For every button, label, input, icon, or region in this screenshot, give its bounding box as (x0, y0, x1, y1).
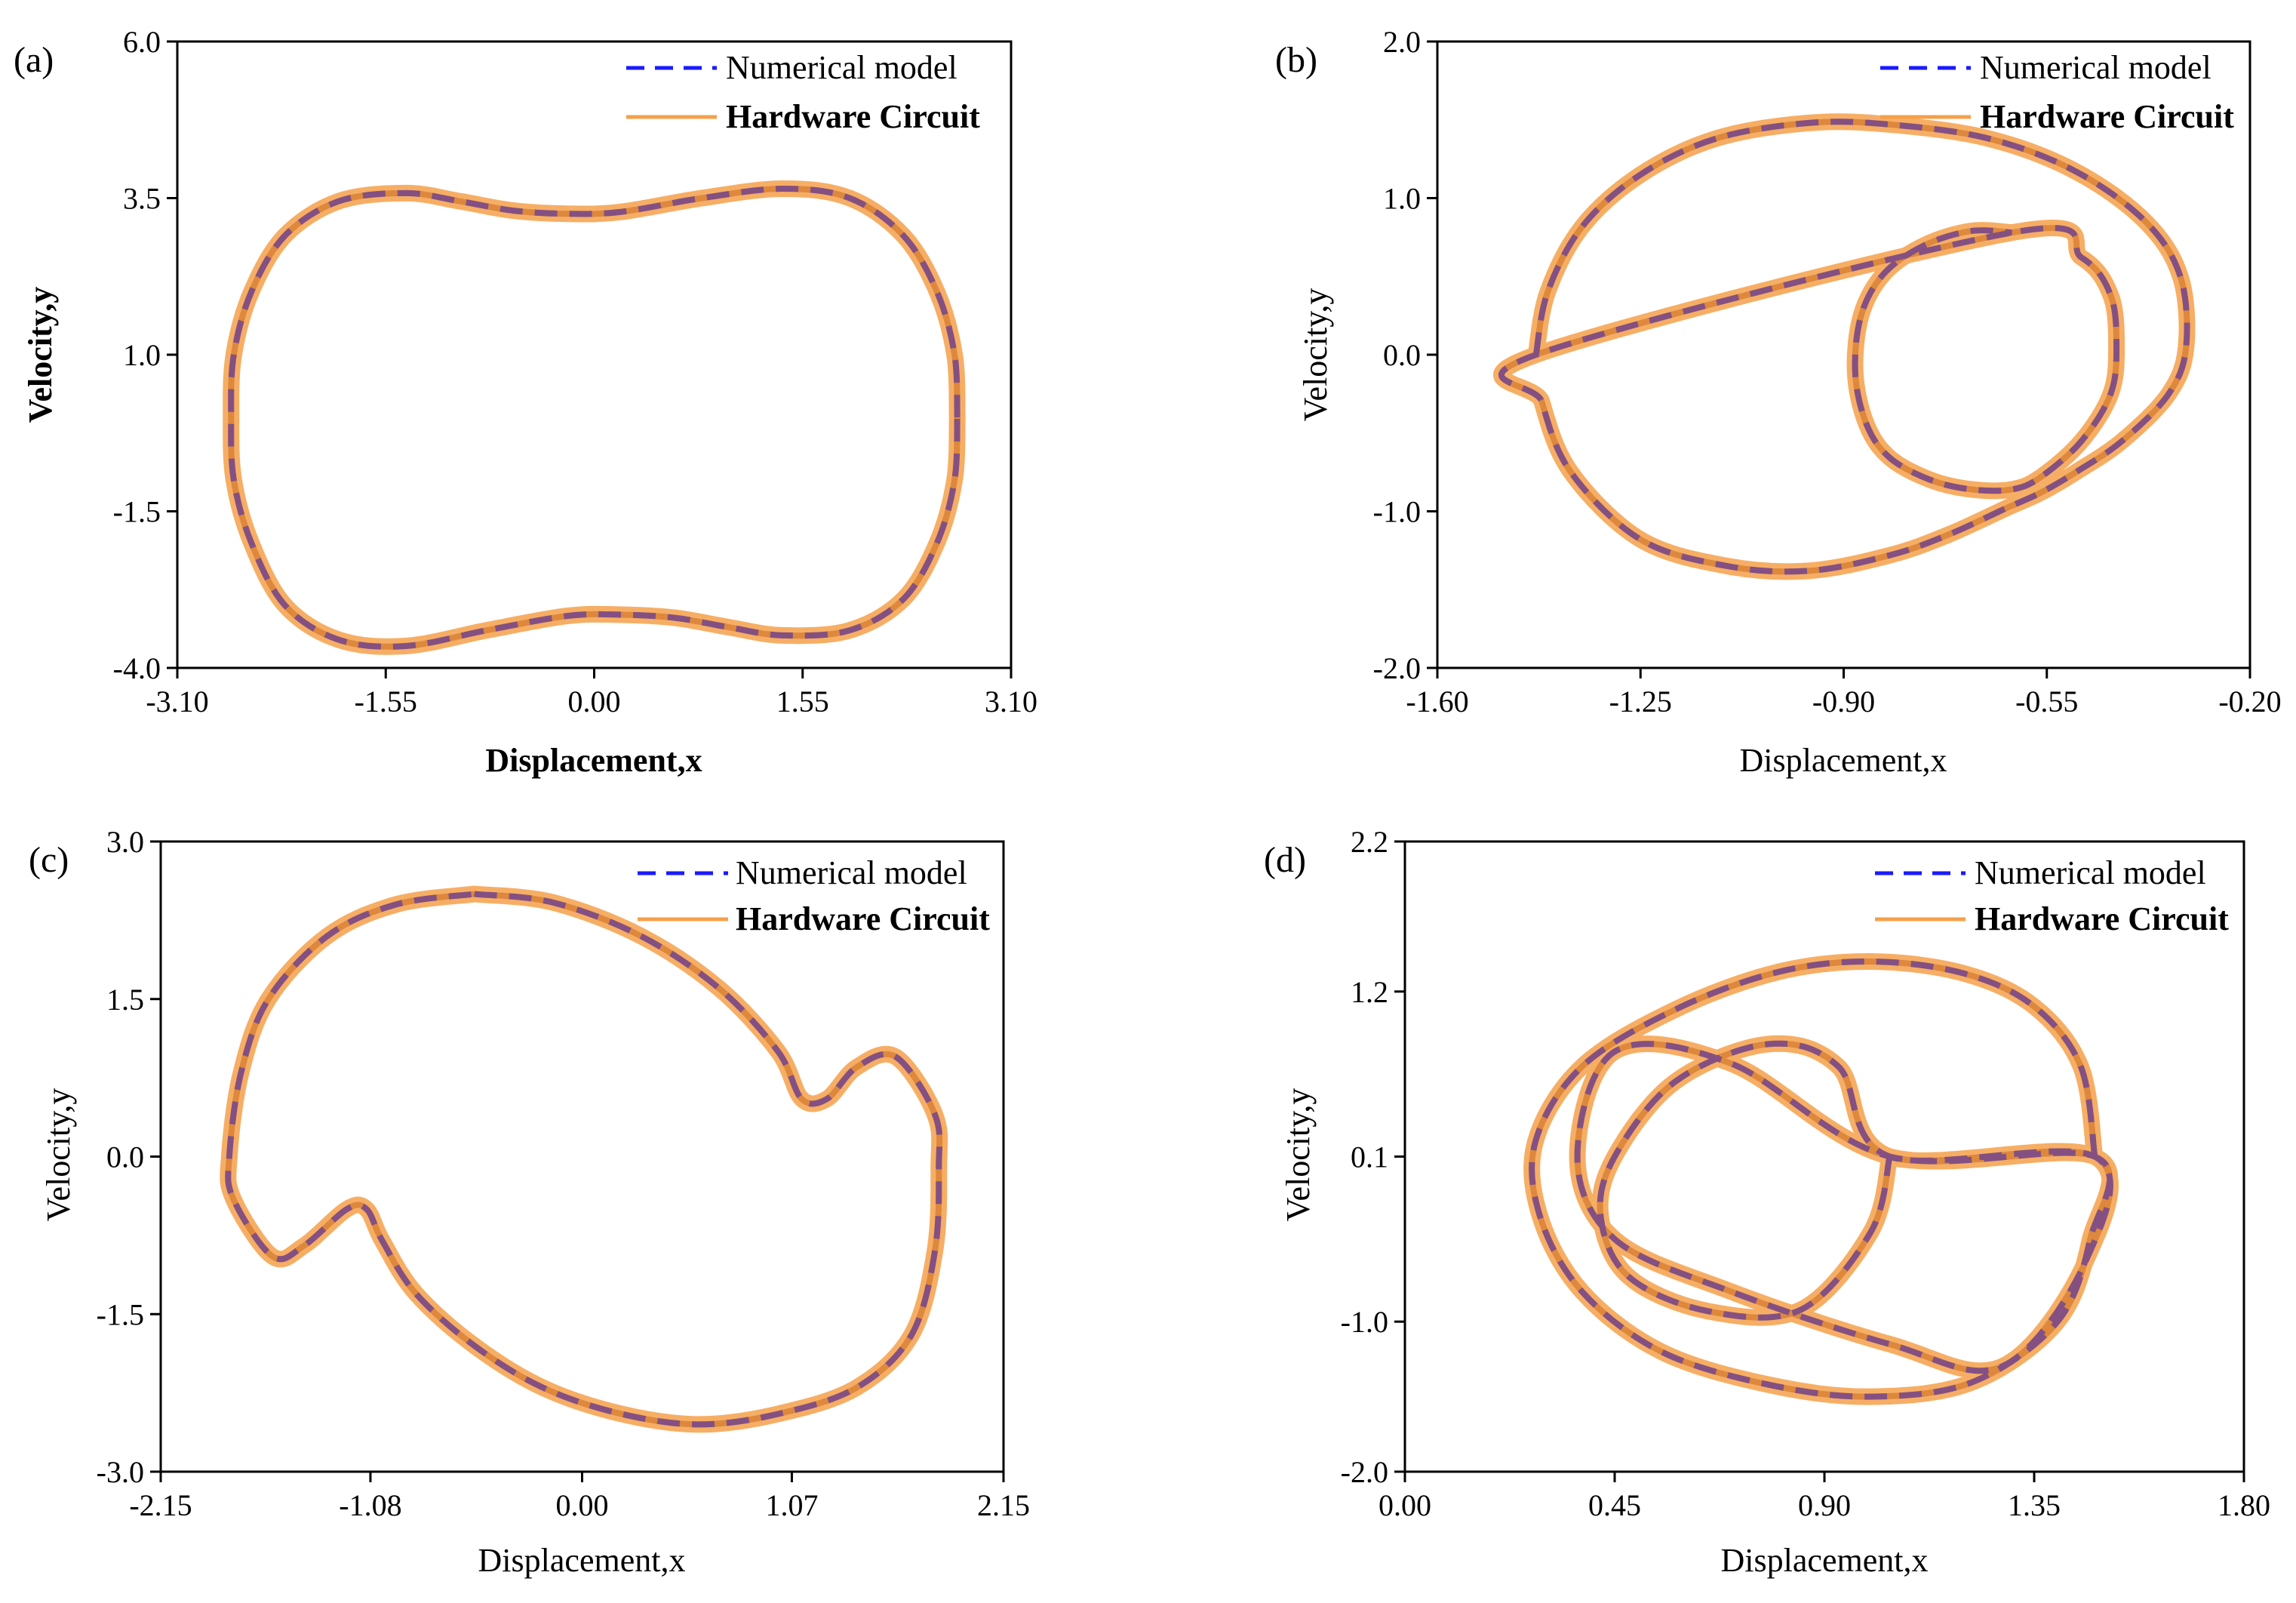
y-tick-label: -2.0 (1341, 1455, 1388, 1489)
series-numerical-model (228, 186, 961, 650)
series-numerical-model (1529, 958, 2113, 1400)
series-hardware-circuit (1492, 113, 2196, 580)
legend-numerical-label: Numerical model (1975, 854, 2206, 891)
legend: Numerical model Hardware Circuit (1875, 854, 2229, 937)
y-tick-label: 0.1 (1351, 1140, 1388, 1174)
x-tick-label: 0.45 (1588, 1488, 1641, 1522)
x-tick-label: 1.35 (2008, 1488, 2061, 1522)
curves (223, 180, 966, 655)
x-tick-label: 2.15 (977, 1488, 1030, 1522)
x-tick-label: 1.55 (776, 685, 829, 718)
x-tick-label: -0.20 (2218, 685, 2281, 718)
y-tick-label: -2.0 (1373, 651, 1421, 685)
y-axis-label: Velocity,y (1280, 1088, 1317, 1222)
ticks: -3.10 -1.55 0.00 1.55 3.10 -4.0 -1.5 1.0 3.5 6.0 (113, 25, 1037, 718)
x-tick-label: -0.55 (2015, 685, 2078, 718)
y-tick-label: -1.5 (113, 495, 161, 529)
curves (1492, 113, 2196, 580)
x-tick-label: 3.10 (985, 685, 1037, 718)
panel-c: -2.15 -1.08 0.00 1.07 2.15-3.0-1.50.01.53.0 … (29, 825, 1030, 1579)
y-tick-label: -1.0 (1373, 495, 1421, 529)
y-axis-label: Velocity,y (40, 1088, 77, 1222)
series-hardware-circuit (1523, 953, 2119, 1405)
x-tick-label: -1.25 (1609, 685, 1672, 718)
plot-frame (176, 40, 1013, 669)
x-tick-label: 0.90 (1798, 1488, 1851, 1522)
series-hardware-core (228, 186, 961, 650)
y-tick-label: 0.0 (1383, 338, 1421, 372)
legend-hardware-label: Hardware Circuit (736, 900, 990, 937)
series-numerical-model (225, 891, 943, 1428)
legend: Numerical model Hardware Circuit (1880, 49, 2234, 135)
legend-hardware-label: Hardware Circuit (726, 98, 980, 135)
legend-numerical-label: Numerical model (1980, 49, 2211, 86)
ticks: -2.15 -1.08 0.00 1.07 2.15 -3.0 -1.5 0.0 1.5 3.0 (97, 825, 1030, 1522)
y-tick-label: 1.0 (123, 338, 161, 372)
series-hardware-circuit (220, 885, 948, 1433)
x-tick-label: -1.60 (1406, 685, 1468, 718)
panel-d: 0.00 0.45 0.90 1.35 1.80 -2.0 -1.0 0.1 1.2 2.2 (d… (1264, 825, 2270, 1579)
y-tick-label: -4.0 (113, 651, 161, 685)
x-tick-label: -0.90 (1812, 685, 1875, 718)
x-axis-label: Displacement,x (485, 742, 702, 779)
x-tick-label: -1.55 (355, 685, 417, 718)
legend: Numerical model Hardware Circuit (626, 49, 980, 135)
x-tick-label: 0.00 (556, 1488, 609, 1522)
curves (220, 885, 948, 1433)
y-tick-label: -1.5 (97, 1297, 144, 1331)
y-tick-label: 3.0 (106, 825, 144, 859)
y-axis-label: Velocity,y (1297, 288, 1334, 422)
panel-label: (d) (1264, 840, 1306, 880)
x-axis-label: Displacement,x (1721, 1542, 1929, 1579)
legend-hardware-label: Hardware Circuit (1980, 98, 2234, 135)
y-axis-label: Velocity,y (22, 287, 59, 423)
x-tick-label: 0.00 (1379, 1488, 1431, 1522)
panel-a: -3.10 -1.55 0.00 1.55 3.10-4.0-1.51.03.56.0 … (14, 25, 1037, 779)
y-tick-label: 6.0 (123, 25, 161, 59)
y-tick-label: 0.0 (106, 1140, 144, 1174)
ticks: -1.60 -1.25 -0.90 -0.55 -0.20 -2.0 -1.0 0.0 1.0 2… (1373, 25, 2282, 718)
panel-label: (c) (29, 840, 69, 880)
series-hardware-core (1498, 118, 2190, 575)
y-tick-label: -1.0 (1341, 1305, 1388, 1339)
x-tick-label: -1.08 (339, 1488, 401, 1522)
y-tick-label: 1.5 (106, 983, 144, 1017)
curves (1523, 953, 2119, 1405)
panel-label: (a) (14, 40, 54, 80)
x-tick-label: 1.07 (765, 1488, 818, 1522)
y-tick-label: 2.2 (1351, 825, 1388, 859)
y-tick-label: 3.5 (123, 182, 161, 216)
y-tick-label: -3.0 (97, 1455, 144, 1489)
y-tick-label: 1.2 (1351, 975, 1388, 1009)
panel-b: -1.60 -1.25 -0.90 -0.55 -0.20 -2.0 -1.0 0.0 1.0 2… (1275, 25, 2282, 779)
ticks: 0.00 0.45 0.90 1.35 1.80 -2.0 -1.0 0.1 1.2 2.2 (1341, 825, 2270, 1522)
series-hardware-circuit (223, 180, 966, 655)
x-tick-label: -2.15 (129, 1488, 192, 1522)
y-tick-label: 2.0 (1383, 25, 1421, 59)
legend-numerical-label: Numerical model (736, 854, 967, 891)
x-tick-label: -3.10 (146, 685, 208, 718)
x-tick-label: 1.80 (2218, 1488, 2270, 1522)
x-axis-label: Displacement,x (1740, 742, 1947, 779)
legend-numerical-label: Numerical model (726, 49, 957, 86)
legend-hardware-label: Hardware Circuit (1975, 900, 2229, 937)
panel-label: (b) (1275, 40, 1317, 80)
y-tick-label: 1.0 (1383, 182, 1421, 216)
x-axis-label: Displacement,x (478, 1542, 686, 1579)
x-tick-label: 0.00 (568, 685, 621, 718)
series-hardware-core (225, 891, 943, 1428)
legend: Numerical model Hardware Circuit (638, 854, 990, 937)
